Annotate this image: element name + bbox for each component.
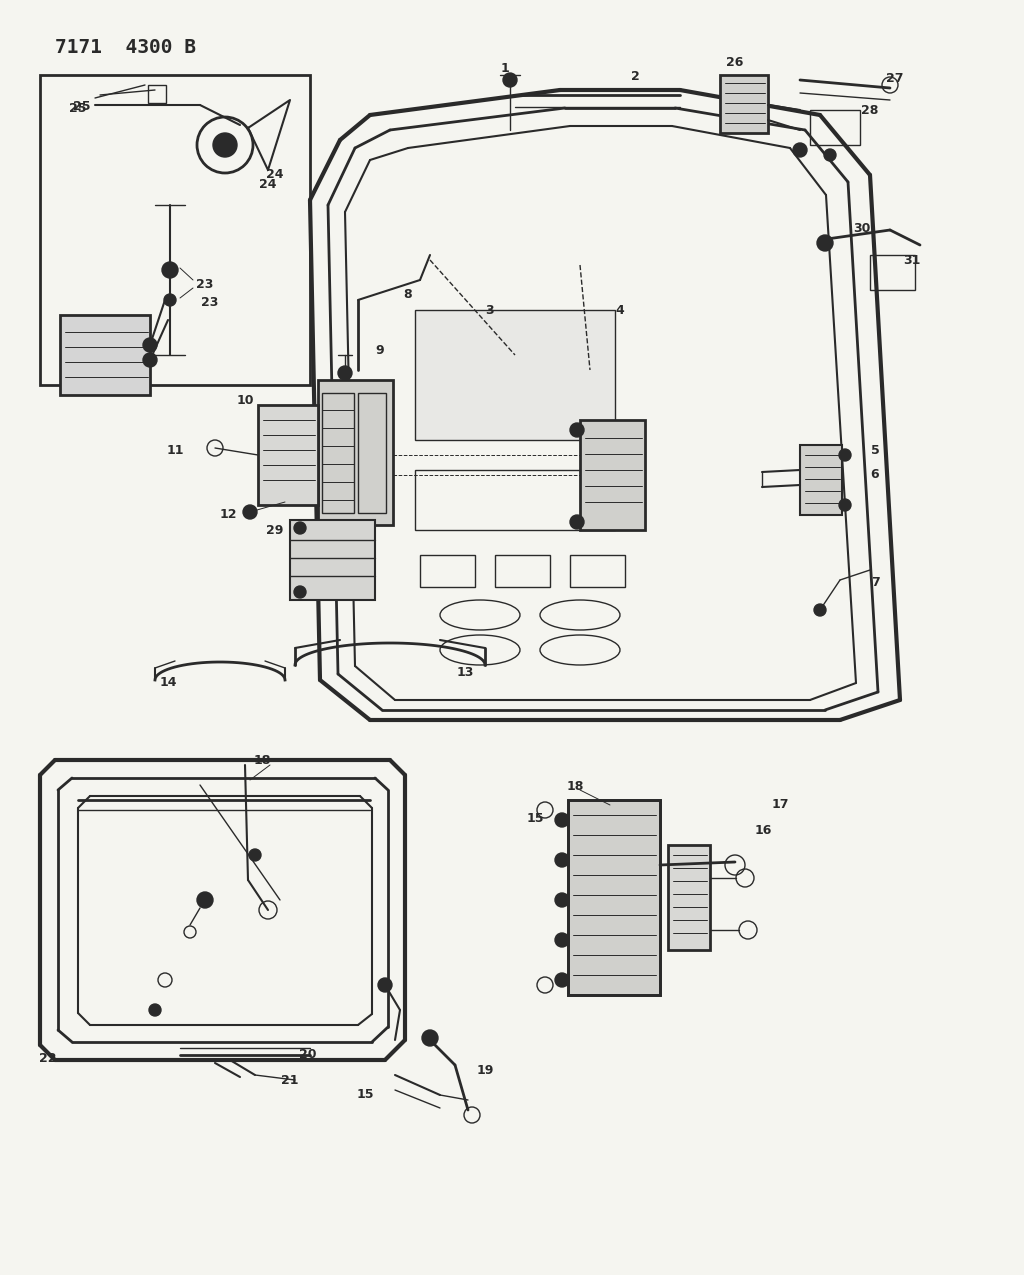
Circle shape [839, 499, 851, 511]
Circle shape [197, 892, 213, 908]
Bar [420, 555, 475, 586]
Circle shape [793, 143, 807, 157]
Bar [810, 110, 860, 145]
Circle shape [570, 423, 584, 437]
Circle shape [839, 449, 851, 462]
Bar [318, 380, 393, 525]
Text: 14: 14 [160, 676, 177, 688]
Text: 8: 8 [403, 288, 413, 301]
Circle shape [555, 813, 569, 827]
Bar [870, 255, 915, 289]
Text: 7: 7 [870, 575, 880, 589]
Text: 18: 18 [566, 780, 584, 793]
Text: 19: 19 [476, 1063, 494, 1076]
Circle shape [503, 73, 517, 87]
Text: 16: 16 [755, 824, 772, 836]
Bar [322, 393, 354, 513]
Circle shape [555, 892, 569, 907]
Circle shape [814, 604, 826, 616]
Circle shape [213, 133, 237, 157]
Text: 30: 30 [853, 222, 870, 235]
Bar [568, 799, 660, 994]
Circle shape [150, 1003, 161, 1016]
Text: 9: 9 [376, 343, 384, 357]
Circle shape [143, 353, 157, 367]
Bar [40, 75, 310, 385]
Circle shape [338, 366, 352, 380]
Text: 26: 26 [726, 56, 743, 69]
Circle shape [555, 853, 569, 867]
Text: 21: 21 [282, 1074, 299, 1086]
Text: 24: 24 [266, 168, 284, 181]
Text: 29: 29 [266, 524, 284, 537]
Text: 12: 12 [219, 507, 237, 520]
Text: 25: 25 [74, 101, 91, 113]
Text: 11: 11 [166, 444, 183, 456]
Text: 15: 15 [356, 1089, 374, 1102]
Text: 10: 10 [237, 394, 254, 407]
Text: 20: 20 [299, 1048, 316, 1062]
Circle shape [294, 521, 306, 534]
Bar [148, 85, 166, 103]
Circle shape [824, 149, 836, 161]
Bar [290, 520, 375, 601]
Text: 2: 2 [631, 70, 639, 83]
Text: 22: 22 [39, 1052, 56, 1065]
Circle shape [555, 933, 569, 947]
Circle shape [243, 505, 257, 519]
Text: 5: 5 [870, 444, 880, 456]
Text: 17: 17 [771, 798, 788, 811]
Text: 28: 28 [861, 103, 879, 116]
Bar [800, 445, 842, 515]
Text: 27: 27 [886, 71, 904, 84]
Bar [668, 845, 710, 950]
Text: 13: 13 [457, 666, 474, 678]
Circle shape [164, 295, 176, 306]
Text: 18: 18 [253, 754, 270, 766]
Circle shape [162, 261, 178, 278]
Circle shape [378, 978, 392, 992]
Text: 6: 6 [870, 468, 880, 482]
Bar [258, 405, 318, 505]
Circle shape [555, 973, 569, 987]
Bar [358, 393, 386, 513]
Text: 7171  4300 B: 7171 4300 B [55, 38, 196, 57]
Text: 4: 4 [615, 303, 625, 316]
Text: 23: 23 [202, 296, 219, 309]
Text: 1: 1 [501, 61, 509, 74]
Text: 23: 23 [197, 278, 214, 292]
Circle shape [817, 235, 833, 251]
Circle shape [570, 515, 584, 529]
Text: 24: 24 [259, 179, 276, 191]
Circle shape [422, 1030, 438, 1046]
Text: 31: 31 [903, 254, 921, 266]
Bar [415, 470, 615, 530]
Circle shape [143, 338, 157, 352]
Bar [495, 555, 550, 586]
Bar [60, 315, 150, 395]
Bar [570, 555, 625, 586]
Bar [720, 75, 768, 133]
Text: 15: 15 [526, 811, 544, 825]
Text: 25: 25 [70, 102, 87, 115]
Bar [580, 419, 645, 530]
Circle shape [294, 586, 306, 598]
Text: 3: 3 [485, 303, 495, 316]
Bar [568, 799, 660, 994]
Bar [415, 310, 615, 440]
Circle shape [249, 849, 261, 861]
